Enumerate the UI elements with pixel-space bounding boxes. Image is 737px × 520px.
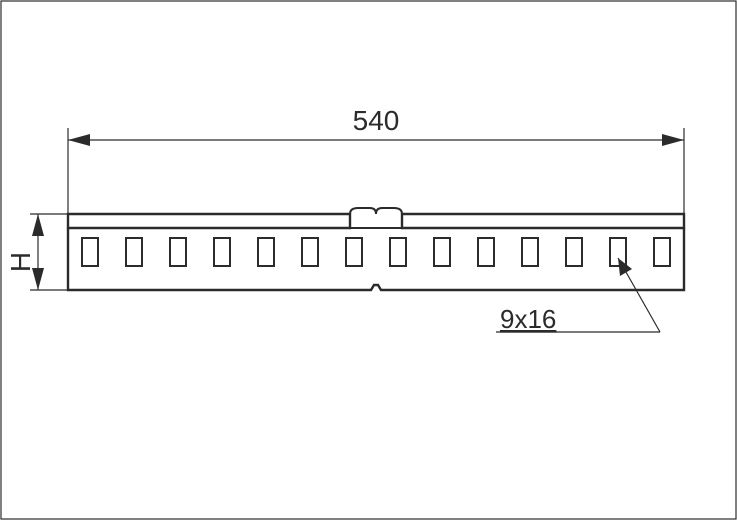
slot bbox=[214, 238, 230, 266]
slot-size-callout: 9x16 bbox=[496, 258, 660, 334]
slot-size-label: 9x16 bbox=[500, 304, 556, 334]
slot bbox=[302, 238, 318, 266]
slot bbox=[390, 238, 406, 266]
slot bbox=[566, 238, 582, 266]
slot bbox=[478, 238, 494, 266]
slot bbox=[522, 238, 538, 266]
height-dim-value: H bbox=[5, 252, 36, 272]
part-outline bbox=[68, 208, 684, 290]
slot bbox=[610, 238, 626, 266]
width-dimension: 540 bbox=[68, 105, 684, 214]
height-dimension: H bbox=[5, 214, 68, 290]
technical-drawing: 540 H 9x16 bbox=[0, 0, 737, 520]
slot bbox=[434, 238, 450, 266]
slot-row bbox=[82, 238, 670, 266]
slot bbox=[126, 238, 142, 266]
slot bbox=[654, 238, 670, 266]
slot bbox=[258, 238, 274, 266]
slot bbox=[346, 238, 362, 266]
width-dim-value: 540 bbox=[353, 105, 400, 136]
slot bbox=[170, 238, 186, 266]
slot bbox=[82, 238, 98, 266]
